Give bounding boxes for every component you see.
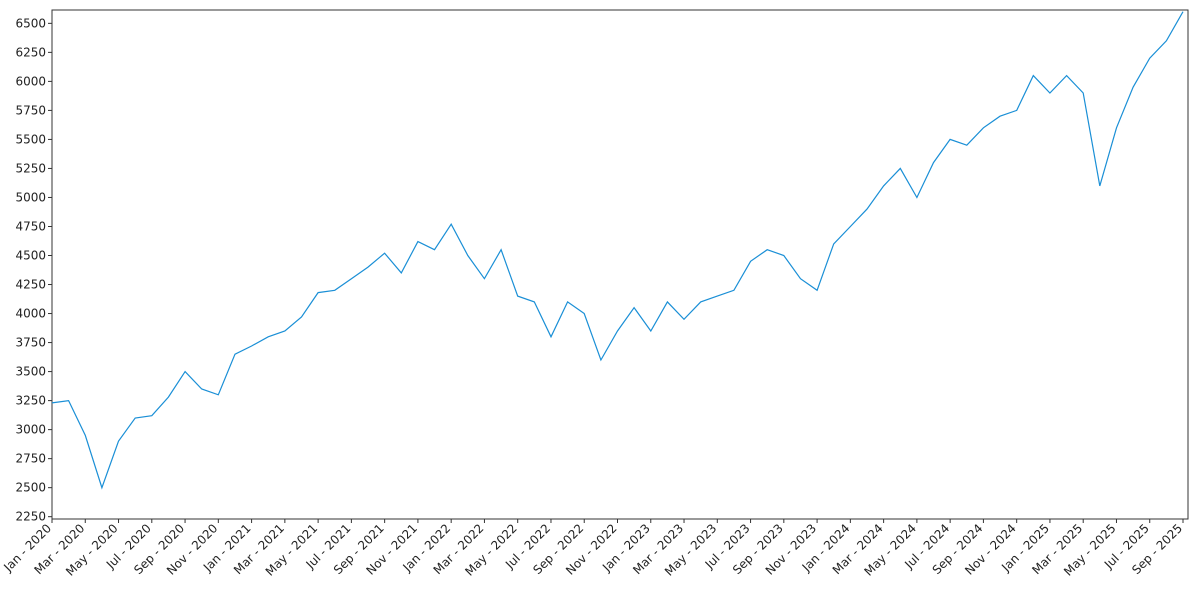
y-tick-label: 4750 [15, 219, 46, 233]
y-tick-label: 5000 [15, 190, 46, 204]
y-tick-label: 3000 [15, 423, 46, 437]
y-tick-label: 6000 [15, 74, 46, 88]
y-tick-label: 3250 [15, 394, 46, 408]
plot-frame [51, 9, 1189, 520]
y-tick-label: 6500 [15, 16, 46, 30]
y-tick-label: 2500 [15, 481, 46, 495]
y-tick-label: 5250 [15, 161, 46, 175]
y-tick-label: 3500 [15, 365, 46, 379]
y-tick-label: 6250 [15, 45, 46, 59]
y-tick-label: 4250 [15, 278, 46, 292]
y-tick-label: 2250 [15, 510, 46, 524]
y-tick-label: 3750 [15, 336, 46, 350]
y-tick-label: 2750 [15, 452, 46, 466]
y-tick-label: 5750 [15, 103, 46, 117]
y-tick-label: 5500 [15, 132, 46, 146]
y-tick-label: 4500 [15, 249, 46, 263]
y-tick-label: 4000 [15, 307, 46, 321]
line-series [51, 11, 1184, 490]
